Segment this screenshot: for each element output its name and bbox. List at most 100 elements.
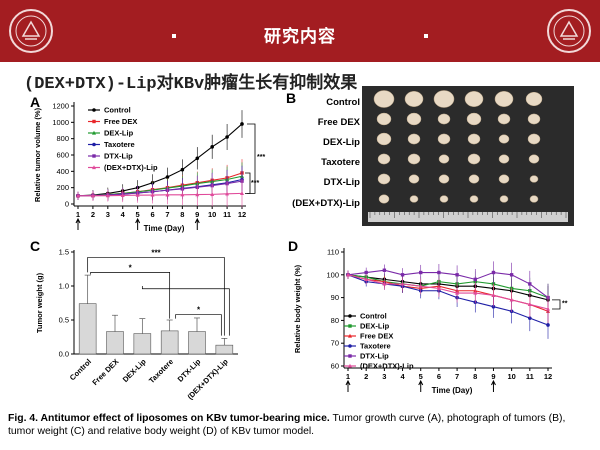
tumor-sample — [467, 153, 481, 165]
photo-row-label: DTX-Lip — [323, 177, 360, 188]
data-point — [528, 282, 532, 286]
data-point — [436, 286, 441, 291]
dosing-arrow — [75, 217, 81, 230]
data-point — [165, 175, 170, 179]
x-tick-label: 1 — [346, 372, 350, 381]
x-tick-label: Taxotere — [147, 357, 175, 385]
tumor-sample — [438, 174, 450, 184]
photo-row-label: DEX-Lip — [323, 137, 360, 148]
bar — [106, 331, 124, 355]
x-tick-label: 3 — [382, 372, 386, 381]
series-line — [77, 180, 243, 197]
photo-row-label: Free DEX — [317, 117, 360, 128]
tumor-sample — [467, 133, 481, 145]
data-point — [491, 282, 496, 286]
tumor-sample — [407, 133, 421, 145]
dosing-arrow — [418, 379, 424, 392]
tumor-sample — [494, 91, 514, 107]
data-point — [225, 191, 230, 196]
y-tick-label: 200 — [56, 183, 69, 192]
tumor-sample — [468, 174, 480, 184]
y-tick-label: 110 — [327, 248, 339, 257]
y-tick-label: 0.5 — [59, 316, 69, 325]
figure-caption: Fig. 4. Antitumor effect of liposomes on… — [8, 412, 594, 438]
header-banner: 研究内容 — [0, 0, 600, 62]
significance-bracket — [141, 286, 230, 336]
legend-label: Free DEX — [360, 332, 393, 341]
legend-label: DTX-Lip — [104, 152, 133, 161]
photo-background — [362, 86, 574, 226]
y-axis-label: Tumor weight (g) — [35, 272, 44, 333]
series-line — [347, 269, 549, 299]
photo-row-label: Taxotere — [321, 157, 360, 168]
tumor-sample — [437, 113, 451, 125]
tumor-sample — [525, 91, 543, 107]
y-tick-label: 1000 — [52, 118, 69, 127]
x-tick-label: 7 — [165, 210, 169, 219]
y-tick-label: 400 — [56, 167, 69, 176]
x-tick-label: 6 — [150, 210, 154, 219]
series-line — [347, 274, 549, 310]
tumor-sample — [406, 112, 422, 126]
significance-label: ** — [562, 301, 568, 308]
data-point — [364, 277, 369, 281]
caption-text: Tumor growth curve (A), photograph of tu… — [8, 413, 566, 437]
data-point — [400, 273, 405, 277]
x-tick-label: 9 — [195, 210, 199, 219]
legend-marker — [348, 333, 352, 338]
data-point — [418, 284, 423, 288]
dosing-arrow — [194, 217, 200, 230]
legend-marker — [92, 165, 96, 170]
tumor-sample — [499, 195, 509, 203]
tumor-sample — [498, 134, 510, 144]
x-tick-label: 5 — [136, 210, 140, 219]
data-point — [240, 191, 244, 195]
tumor-photo-image — [362, 86, 574, 226]
university-seal-icon — [547, 9, 591, 53]
x-tick-label: 11 — [526, 372, 534, 381]
legend-label: Free DEX — [104, 117, 137, 126]
tumor-sample — [407, 153, 421, 165]
legend-label: Taxotere — [104, 140, 135, 149]
data-point — [473, 277, 477, 282]
legend-marker — [348, 314, 352, 318]
data-point — [473, 290, 478, 295]
x-axis-label: Time (Day) — [144, 224, 185, 233]
data-point — [491, 304, 496, 309]
data-point — [180, 192, 185, 197]
x-tick-label: 10 — [208, 210, 216, 219]
data-point — [509, 273, 514, 277]
data-point — [76, 193, 80, 198]
legend-label: Control — [360, 312, 387, 321]
data-point — [509, 297, 514, 302]
x-tick-label: 2 — [91, 210, 95, 219]
significance-label: * — [197, 306, 201, 315]
panel-label-a: A — [30, 94, 41, 110]
y-tick-label: 80 — [331, 316, 339, 325]
data-point — [105, 193, 110, 198]
legend-marker — [92, 154, 96, 158]
series-line — [77, 123, 243, 197]
data-point — [364, 270, 368, 275]
bar — [160, 330, 179, 355]
bar — [188, 331, 206, 355]
x-tick-label: 5 — [419, 372, 423, 381]
legend-marker — [92, 119, 96, 124]
photo-row-label: Control — [326, 97, 360, 108]
data-point — [528, 316, 532, 320]
y-tick-label: 1200 — [52, 102, 69, 111]
x-tick-label: 11 — [223, 210, 231, 219]
tumor-weight-chart: 0.0 0.5 1.0 1.5 Tumor weight (g) ControlFree … — [35, 248, 238, 401]
legend-label: (DEX+DTX)-Lip — [104, 163, 158, 172]
tumor-sample — [469, 195, 479, 203]
tumor-photograph — [362, 86, 574, 226]
tumor-sample — [498, 174, 510, 184]
y-tick-label: 90 — [331, 293, 339, 302]
tumor-sample — [439, 195, 449, 203]
data-point — [90, 193, 95, 198]
university-seal-icon — [9, 9, 53, 53]
x-tick-label: 8 — [180, 210, 184, 219]
panel-label-b: B — [286, 90, 297, 106]
legend-marker — [348, 363, 352, 368]
